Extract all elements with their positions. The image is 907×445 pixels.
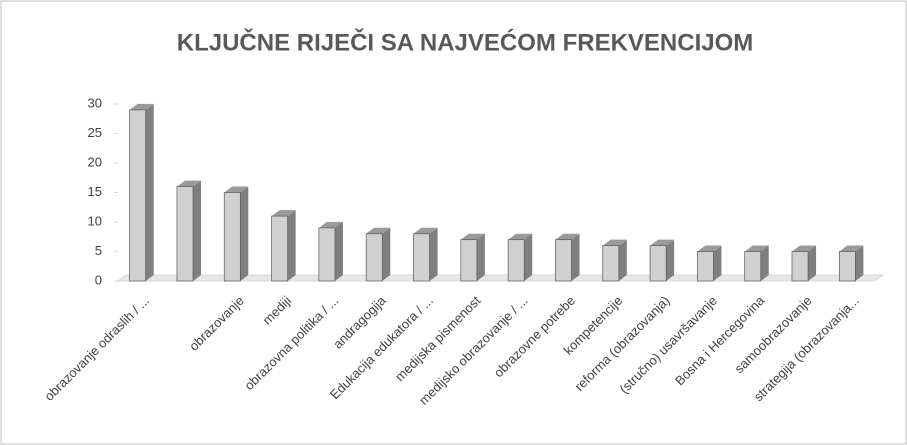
- bar-side: [382, 227, 391, 281]
- bar: [176, 186, 194, 282]
- y-tick-label: 25: [88, 125, 102, 140]
- bar-side: [713, 245, 722, 281]
- bar-top: [744, 245, 769, 252]
- bar-top: [791, 245, 817, 252]
- bar-side: [476, 233, 485, 281]
- bar-top: [176, 180, 202, 187]
- bar-top: [129, 103, 154, 110]
- bar-top: [460, 233, 485, 240]
- bar-side: [240, 186, 249, 281]
- bar-side: [287, 210, 296, 281]
- bar: [507, 239, 525, 282]
- y-tick-label: 0: [95, 272, 102, 287]
- bar: [460, 239, 478, 282]
- bar-side: [666, 239, 675, 281]
- bar: [838, 251, 856, 282]
- y-tick-label: 15: [88, 184, 102, 199]
- bar: [555, 239, 572, 282]
- bar-top: [839, 245, 864, 252]
- bar-top: [366, 227, 391, 234]
- bar-side: [145, 103, 154, 282]
- y-tick-label: 30: [88, 95, 102, 110]
- bar-side: [618, 239, 627, 281]
- bar-top: [555, 233, 580, 240]
- bar: [318, 227, 336, 282]
- bar-top: [318, 221, 343, 228]
- floor: [116, 274, 885, 282]
- y-tick-label: 20: [88, 154, 102, 169]
- bar-top: [224, 186, 249, 193]
- bar-top: [413, 227, 438, 234]
- bar-top: [271, 210, 296, 217]
- bar-side: [571, 233, 580, 281]
- bar: [649, 245, 667, 282]
- bar-side: [524, 233, 533, 281]
- bar: [744, 251, 762, 282]
- bar-side: [855, 245, 864, 281]
- bar: [223, 192, 241, 282]
- bar: [365, 233, 383, 282]
- bar: [697, 251, 714, 282]
- bar: [602, 245, 620, 282]
- bar-side: [760, 245, 769, 281]
- bar-top: [602, 239, 627, 246]
- bar: [413, 233, 430, 282]
- y-tick-label: 5: [95, 243, 102, 258]
- bar-top: [697, 245, 722, 252]
- bar-top: [508, 233, 533, 240]
- bar-side: [334, 221, 343, 281]
- bar: [271, 215, 288, 282]
- bar: [129, 109, 147, 282]
- bar-side: [808, 245, 817, 281]
- chart-title: KLJUČNE RIJEČI SA NAJVEĆOM FREKVENCIJOM: [177, 28, 754, 56]
- bar: [791, 251, 809, 282]
- bar-side: [193, 180, 202, 281]
- bar-side: [429, 227, 438, 281]
- bar-top: [650, 239, 675, 246]
- y-tick-label: 10: [88, 213, 102, 228]
